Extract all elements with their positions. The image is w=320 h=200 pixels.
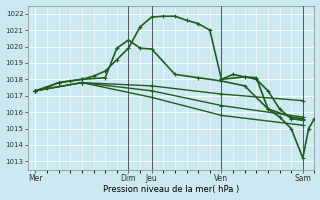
X-axis label: Pression niveau de la mer( hPa ): Pression niveau de la mer( hPa ) xyxy=(103,185,239,194)
